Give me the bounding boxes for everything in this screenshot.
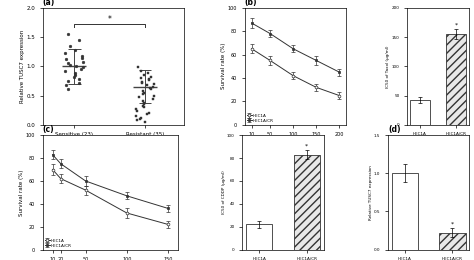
Y-axis label: Relative TUSC7 expression: Relative TUSC7 expression: [20, 30, 25, 103]
Point: [77, 67, 85, 71]
Text: *: *: [455, 22, 458, 27]
Text: (b): (b): [245, 0, 257, 7]
Bar: [246, 224, 272, 250]
Point: [139, 92, 147, 96]
Bar: [447, 34, 466, 125]
Point: [71, 71, 79, 75]
Legend: HEC1A, HEC1A/CR: HEC1A, HEC1A/CR: [247, 114, 273, 123]
Point: [66, 44, 74, 48]
Point: [136, 117, 144, 121]
Point: [144, 83, 151, 87]
Point: [141, 73, 148, 77]
Bar: [392, 173, 418, 250]
Point: [140, 100, 147, 105]
Y-axis label: Relative TUSC7 expression: Relative TUSC7 expression: [369, 165, 373, 220]
Point: [78, 54, 86, 58]
Text: (a): (a): [43, 0, 55, 7]
Point: [138, 79, 146, 83]
Point: [135, 95, 143, 99]
Point: [139, 89, 147, 93]
Point: [72, 73, 79, 77]
Point: [71, 48, 79, 52]
Point: [134, 109, 141, 113]
Bar: [439, 233, 465, 250]
Y-axis label: Survival rate (%): Survival rate (%): [19, 169, 24, 216]
Text: (c): (c): [43, 125, 55, 134]
Bar: [294, 155, 320, 250]
Point: [79, 60, 87, 64]
Point: [134, 65, 142, 69]
Bar: [410, 100, 430, 125]
X-axis label: (μg/ml): (μg/ml): [285, 138, 306, 142]
Point: [137, 69, 145, 73]
Point: [62, 69, 69, 73]
Point: [147, 75, 155, 79]
Text: *: *: [108, 15, 111, 24]
Point: [75, 38, 82, 42]
Point: [150, 93, 158, 98]
Point: [140, 99, 147, 103]
Point: [75, 81, 83, 85]
Point: [146, 86, 154, 90]
Y-axis label: IC50 of CDDP (μg/ml): IC50 of CDDP (μg/ml): [222, 171, 226, 214]
Point: [70, 75, 78, 79]
Point: [147, 87, 155, 91]
Point: [137, 116, 145, 120]
Point: [64, 32, 72, 36]
Point: [64, 86, 72, 90]
Point: [145, 78, 153, 82]
Point: [140, 90, 148, 95]
Y-axis label: IC50 of Taxol (μg/ml): IC50 of Taxol (μg/ml): [386, 45, 390, 88]
Point: [140, 105, 148, 109]
Point: [62, 51, 69, 56]
Text: *: *: [451, 222, 454, 227]
Point: [142, 120, 149, 124]
Text: (d): (d): [388, 125, 401, 134]
Point: [64, 79, 72, 83]
Point: [133, 107, 140, 111]
Legend: HEC1A, HEC1A/CR: HEC1A, HEC1A/CR: [45, 239, 72, 248]
Point: [150, 82, 157, 86]
Point: [67, 63, 74, 67]
Point: [133, 118, 141, 122]
Point: [79, 65, 86, 69]
Text: *: *: [305, 143, 309, 148]
Point: [73, 64, 80, 68]
Point: [133, 114, 140, 118]
Point: [150, 97, 157, 101]
Point: [140, 102, 148, 106]
Point: [62, 83, 69, 87]
Point: [144, 71, 152, 75]
Point: [75, 77, 83, 81]
Point: [62, 57, 70, 61]
Point: [78, 55, 85, 60]
Point: [137, 76, 145, 80]
Point: [146, 77, 153, 81]
Point: [138, 81, 146, 85]
Point: [64, 61, 72, 66]
Point: [139, 104, 146, 108]
Point: [144, 112, 151, 116]
Y-axis label: Survival rate (%): Survival rate (%): [221, 43, 226, 89]
Point: [146, 110, 153, 115]
Point: [149, 85, 157, 89]
